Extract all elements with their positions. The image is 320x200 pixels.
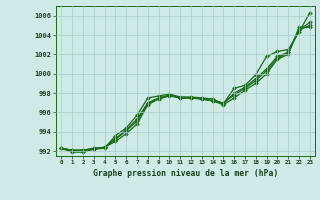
X-axis label: Graphe pression niveau de la mer (hPa): Graphe pression niveau de la mer (hPa) (93, 169, 278, 178)
